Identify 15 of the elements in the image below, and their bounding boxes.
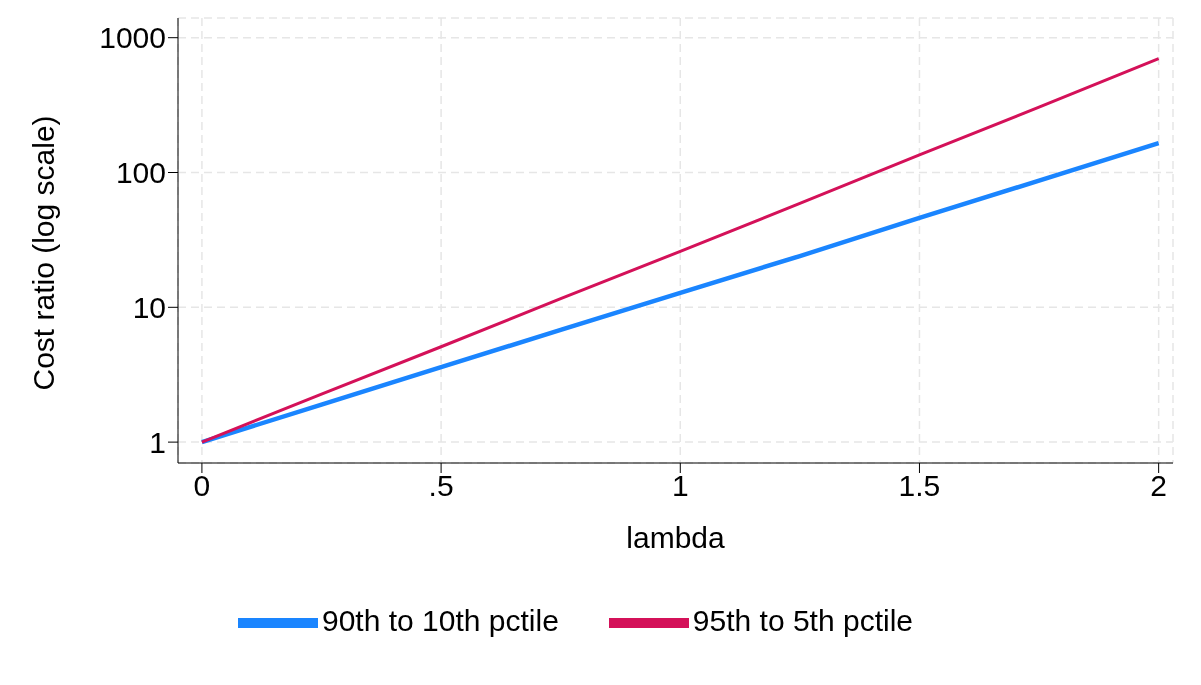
y-tick-label: 1 [149, 425, 166, 459]
x-tick-label: .5 [428, 469, 454, 503]
line-series [200, 57, 1161, 444]
x-tick-label: 0 [193, 469, 211, 503]
x-axis-title: lambda [626, 521, 726, 554]
x-tick-label: 1.5 [898, 469, 941, 503]
legend-label: 95th to 5th pctile [692, 603, 913, 637]
line-series [199, 140, 1161, 445]
y-tick-label: 100 [115, 156, 166, 190]
x-tick-label: 2 [1150, 469, 1167, 503]
y-tick-label: 1000 [99, 21, 166, 55]
y-axis-title: Cost ratio (log scale) [26, 115, 60, 391]
y-tick-label: 10 [132, 290, 166, 324]
legend-label: 90th to 10th pctile [322, 603, 559, 637]
x-tick-label: 1 [671, 469, 689, 503]
